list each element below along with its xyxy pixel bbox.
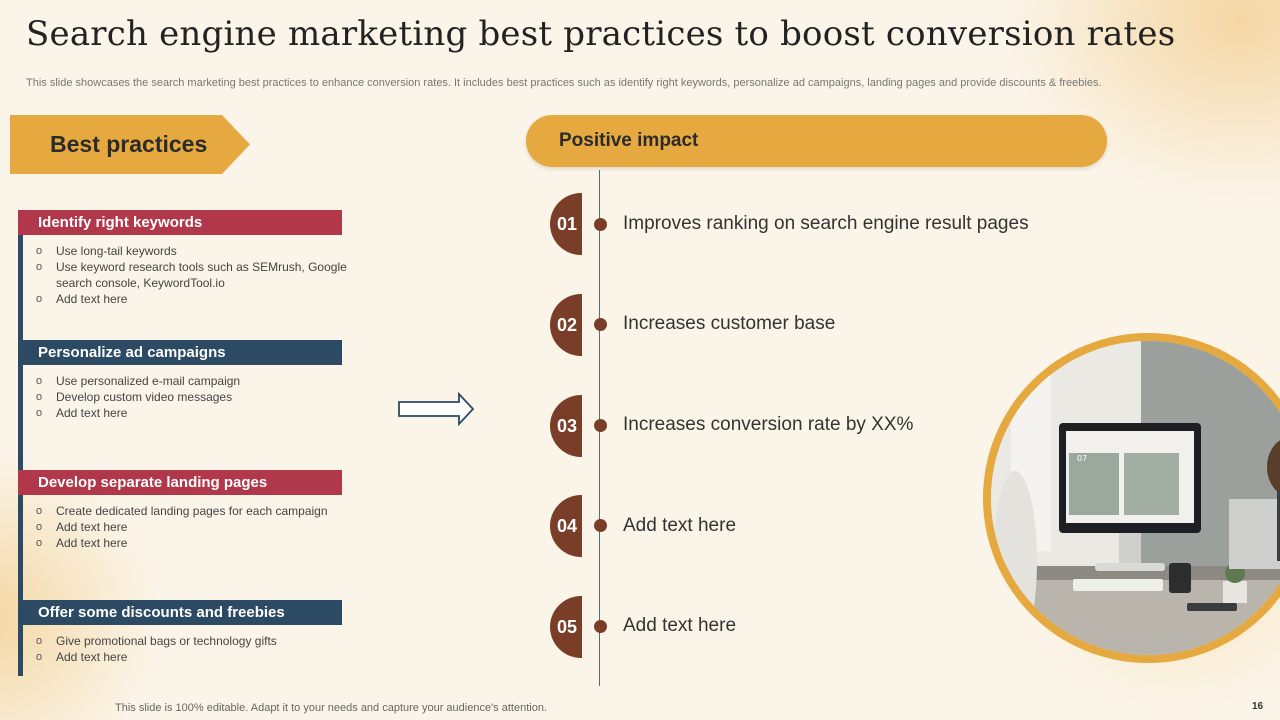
impact-number-badge: 04 xyxy=(550,495,582,557)
impact-number: 01 xyxy=(557,214,578,234)
timeline-dot xyxy=(594,419,607,432)
practice-heading: Identify right keywords xyxy=(18,210,342,235)
impact-number: 02 xyxy=(557,315,578,335)
timeline-dot xyxy=(594,318,607,331)
practice-heading: Develop separate landing pages xyxy=(18,470,342,495)
practice-side-bar xyxy=(18,470,23,600)
list-item: Add text here xyxy=(36,291,376,307)
practice-list: Create dedicated landing pages for each … xyxy=(36,503,376,551)
list-item: Add text here xyxy=(36,519,376,535)
positive-impact-banner: Positive impact xyxy=(526,115,1107,167)
svg-text:07: 07 xyxy=(1077,454,1087,463)
timeline-dot xyxy=(594,519,607,532)
practice-side-bar xyxy=(18,210,23,340)
page-title: Search engine marketing best practices t… xyxy=(26,14,1176,54)
office-scene-illustration: 07 xyxy=(991,341,1280,655)
practice-discounts: Offer some discounts and freebies Give p… xyxy=(18,600,398,676)
list-item: Add text here xyxy=(36,405,376,421)
office-photo-frame: 07 xyxy=(983,333,1280,663)
practice-list: Use long-tail keywords Use keyword resea… xyxy=(36,243,376,307)
office-photo: 07 xyxy=(991,341,1280,655)
list-item: Give promotional bags or technology gift… xyxy=(36,633,376,649)
footer-note: This slide is 100% editable. Adapt it to… xyxy=(115,702,547,714)
impact-number: 03 xyxy=(557,416,578,436)
practice-list: Use personalized e-mail campaign Develop… xyxy=(36,373,376,421)
impact-number: 05 xyxy=(557,617,578,637)
practice-heading: Personalize ad campaigns xyxy=(18,340,342,365)
best-practices-label: Best practices xyxy=(50,131,208,157)
practice-landing-pages: Develop separate landing pages Create de… xyxy=(18,470,398,600)
impact-text: Increases conversion rate by XX% xyxy=(623,414,914,435)
list-item: Add text here xyxy=(36,535,376,551)
practice-identify-keywords: Identify right keywords Use long-tail ke… xyxy=(18,210,398,340)
page-number: 16 xyxy=(1252,701,1264,712)
list-item: Create dedicated landing pages for each … xyxy=(36,503,376,519)
practice-side-bar xyxy=(18,600,23,676)
list-item: Use personalized e-mail campaign xyxy=(36,373,376,389)
page-subtitle: This slide showcases the search marketin… xyxy=(26,77,1102,89)
list-item: Use long-tail keywords xyxy=(36,243,376,259)
impact-text: Add text here xyxy=(623,515,737,536)
timeline-dot xyxy=(594,620,607,633)
practice-personalize-ads: Personalize ad campaigns Use personalize… xyxy=(18,340,398,470)
impact-number-badge: 03 xyxy=(550,395,582,457)
list-item: Develop custom video messages xyxy=(36,389,376,405)
impact-number-badge: 02 xyxy=(550,294,582,356)
timeline-dot xyxy=(594,218,607,231)
impact-text: Add text here xyxy=(623,615,737,636)
impact-text: Increases customer base xyxy=(623,313,836,334)
best-practices-banner: Best practices xyxy=(10,115,250,174)
impact-number-badge: 01 xyxy=(550,193,582,255)
positive-impact-label: Positive impact xyxy=(559,130,699,151)
right-arrow-icon xyxy=(398,392,475,426)
practice-list: Give promotional bags or technology gift… xyxy=(36,633,376,665)
practice-heading: Offer some discounts and freebies xyxy=(18,600,342,625)
impact-text: Improves ranking on search engine result… xyxy=(623,213,1029,234)
list-item: Add text here xyxy=(36,649,376,665)
practice-side-bar xyxy=(18,340,23,470)
impact-number-badge: 05 xyxy=(550,596,582,658)
impact-number: 04 xyxy=(557,516,578,536)
list-item: Use keyword research tools such as SEMru… xyxy=(36,259,376,291)
